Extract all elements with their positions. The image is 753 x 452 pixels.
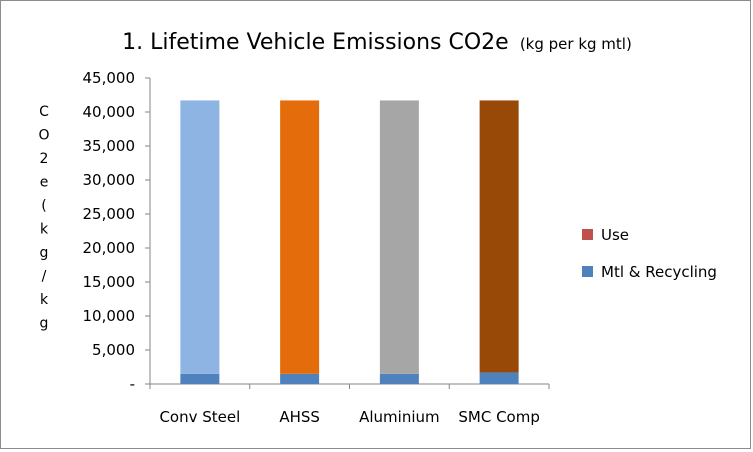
y-tick-label: - bbox=[130, 375, 135, 393]
y-axis-label-char: e bbox=[40, 175, 49, 191]
y-tick-label: 40,000 bbox=[83, 103, 136, 121]
bar-use-conv-steel bbox=[180, 100, 220, 374]
x-category-label: AHSS bbox=[279, 408, 320, 426]
bar-use-ahss bbox=[280, 100, 320, 374]
legend: Use Mtl & Recycling bbox=[582, 226, 717, 281]
y-tick-label: 10,000 bbox=[83, 307, 136, 325]
chart-title-main: 1. Lifetime Vehicle Emissions CO2e bbox=[122, 30, 509, 55]
y-axis-label-char: C bbox=[39, 104, 49, 120]
bar-use-smc-comp bbox=[479, 100, 519, 373]
legend-label: Mtl & Recycling bbox=[601, 263, 717, 281]
bar-mtl-recycling-conv-steel bbox=[180, 373, 220, 384]
y-tick-label: 45,000 bbox=[83, 69, 136, 87]
legend-label: Use bbox=[601, 226, 629, 244]
bar-use-aluminium bbox=[379, 100, 419, 374]
y-axis-label-char: k bbox=[40, 222, 49, 238]
bars bbox=[180, 100, 519, 384]
y-axis-label: CO2e(kg/kg bbox=[38, 104, 49, 332]
y-tick-label: 20,000 bbox=[83, 239, 136, 257]
y-tick-label: 5,000 bbox=[92, 341, 135, 359]
y-axis-ticks: - 5,000 10,000 15,000 20,000 25,000 30,000 35,0… bbox=[83, 69, 150, 393]
legend-swatch bbox=[582, 266, 593, 277]
x-category-label: Aluminium bbox=[359, 408, 440, 426]
x-category-label: SMC Comp bbox=[458, 408, 540, 426]
y-axis-label-char: O bbox=[38, 128, 49, 144]
x-category-label: Conv Steel bbox=[159, 408, 240, 426]
y-tick-label: 35,000 bbox=[83, 137, 136, 155]
chart-title: 1. Lifetime Vehicle Emissions CO2e (kg p… bbox=[122, 30, 632, 55]
chart-title-suffix: (kg per kg mtl) bbox=[520, 35, 632, 53]
legend-swatch bbox=[582, 229, 593, 240]
y-axis-label-char: g bbox=[40, 316, 49, 332]
bar-mtl-recycling-smc-comp bbox=[479, 372, 519, 384]
y-axis-label-char: g bbox=[40, 245, 49, 261]
y-axis-label-char: / bbox=[42, 269, 47, 285]
y-tick-label: 15,000 bbox=[83, 273, 136, 291]
bar-mtl-recycling-ahss bbox=[280, 373, 320, 384]
y-tick-label: 25,000 bbox=[83, 205, 136, 223]
x-axis-categories: Conv Steel AHSS Aluminium SMC Comp bbox=[159, 408, 539, 426]
y-tick-label: 30,000 bbox=[83, 171, 136, 189]
bar-mtl-recycling-aluminium bbox=[379, 373, 419, 384]
y-axis-label-char: 2 bbox=[40, 151, 49, 167]
y-axis-label-char: ( bbox=[41, 198, 46, 214]
y-axis-label-char: k bbox=[40, 292, 49, 308]
